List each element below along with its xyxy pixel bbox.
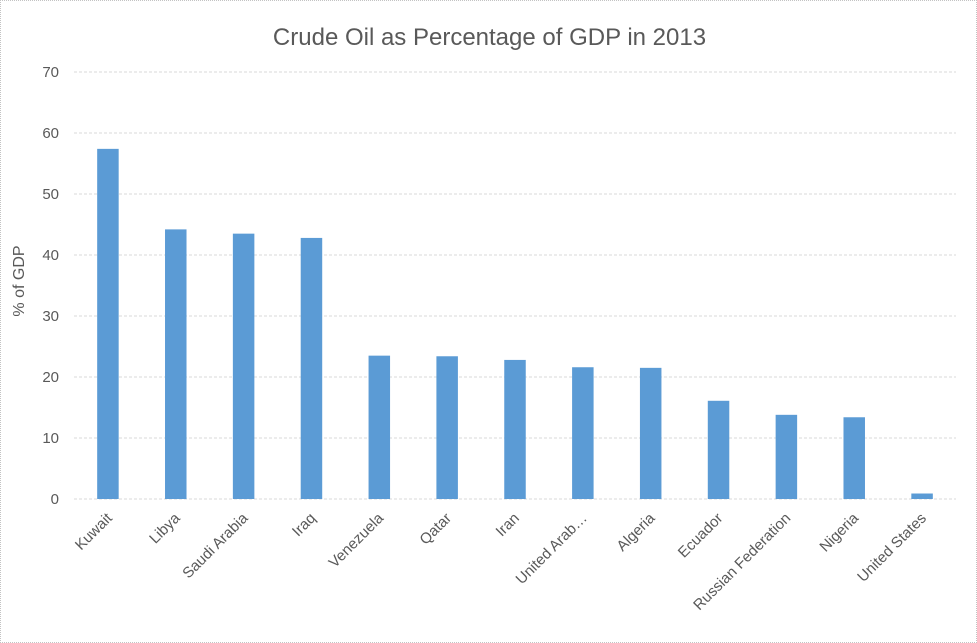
- bar: [639, 367, 662, 499]
- chart-title: Crude Oil as Percentage of GDP in 2013: [272, 24, 707, 51]
- y-tick-label: 20: [42, 369, 59, 386]
- bar: [165, 229, 187, 499]
- x-category-label: Iran: [493, 510, 523, 540]
- x-category-label: Ecuador: [675, 510, 727, 562]
- x-category-label: Saudi Arabia: [179, 509, 252, 582]
- x-category-label: United States: [854, 510, 930, 586]
- y-axis-title: % of GDP: [11, 245, 28, 317]
- x-category-label: Nigeria: [816, 509, 862, 555]
- bar: [232, 233, 255, 499]
- x-category-label: Qatar: [416, 510, 455, 549]
- y-tick-label: 10: [42, 430, 59, 447]
- x-category-label: Iraq: [289, 510, 319, 540]
- bar: [775, 414, 798, 499]
- y-tick-label: 50: [42, 186, 59, 203]
- bar: [436, 356, 458, 499]
- y-tick-label: 40: [42, 247, 59, 264]
- x-category-label: Kuwait: [72, 509, 116, 553]
- bar: [911, 493, 933, 499]
- y-tick-label: 60: [42, 125, 59, 142]
- y-tick-label: 70: [42, 64, 59, 81]
- y-tick-label: 30: [42, 308, 59, 325]
- bar: [300, 237, 323, 500]
- x-category-label: Libya: [146, 509, 184, 547]
- x-category-label: United Arab…: [513, 510, 591, 588]
- bar: [572, 367, 594, 499]
- y-tick-label: 0: [51, 491, 59, 508]
- bar: [97, 148, 119, 500]
- x-category-label: Venezuela: [326, 509, 388, 571]
- bar: [368, 355, 391, 499]
- bar: [504, 359, 526, 499]
- bar: [843, 417, 865, 499]
- bar: [707, 400, 730, 499]
- x-category-label: Algeria: [613, 509, 659, 555]
